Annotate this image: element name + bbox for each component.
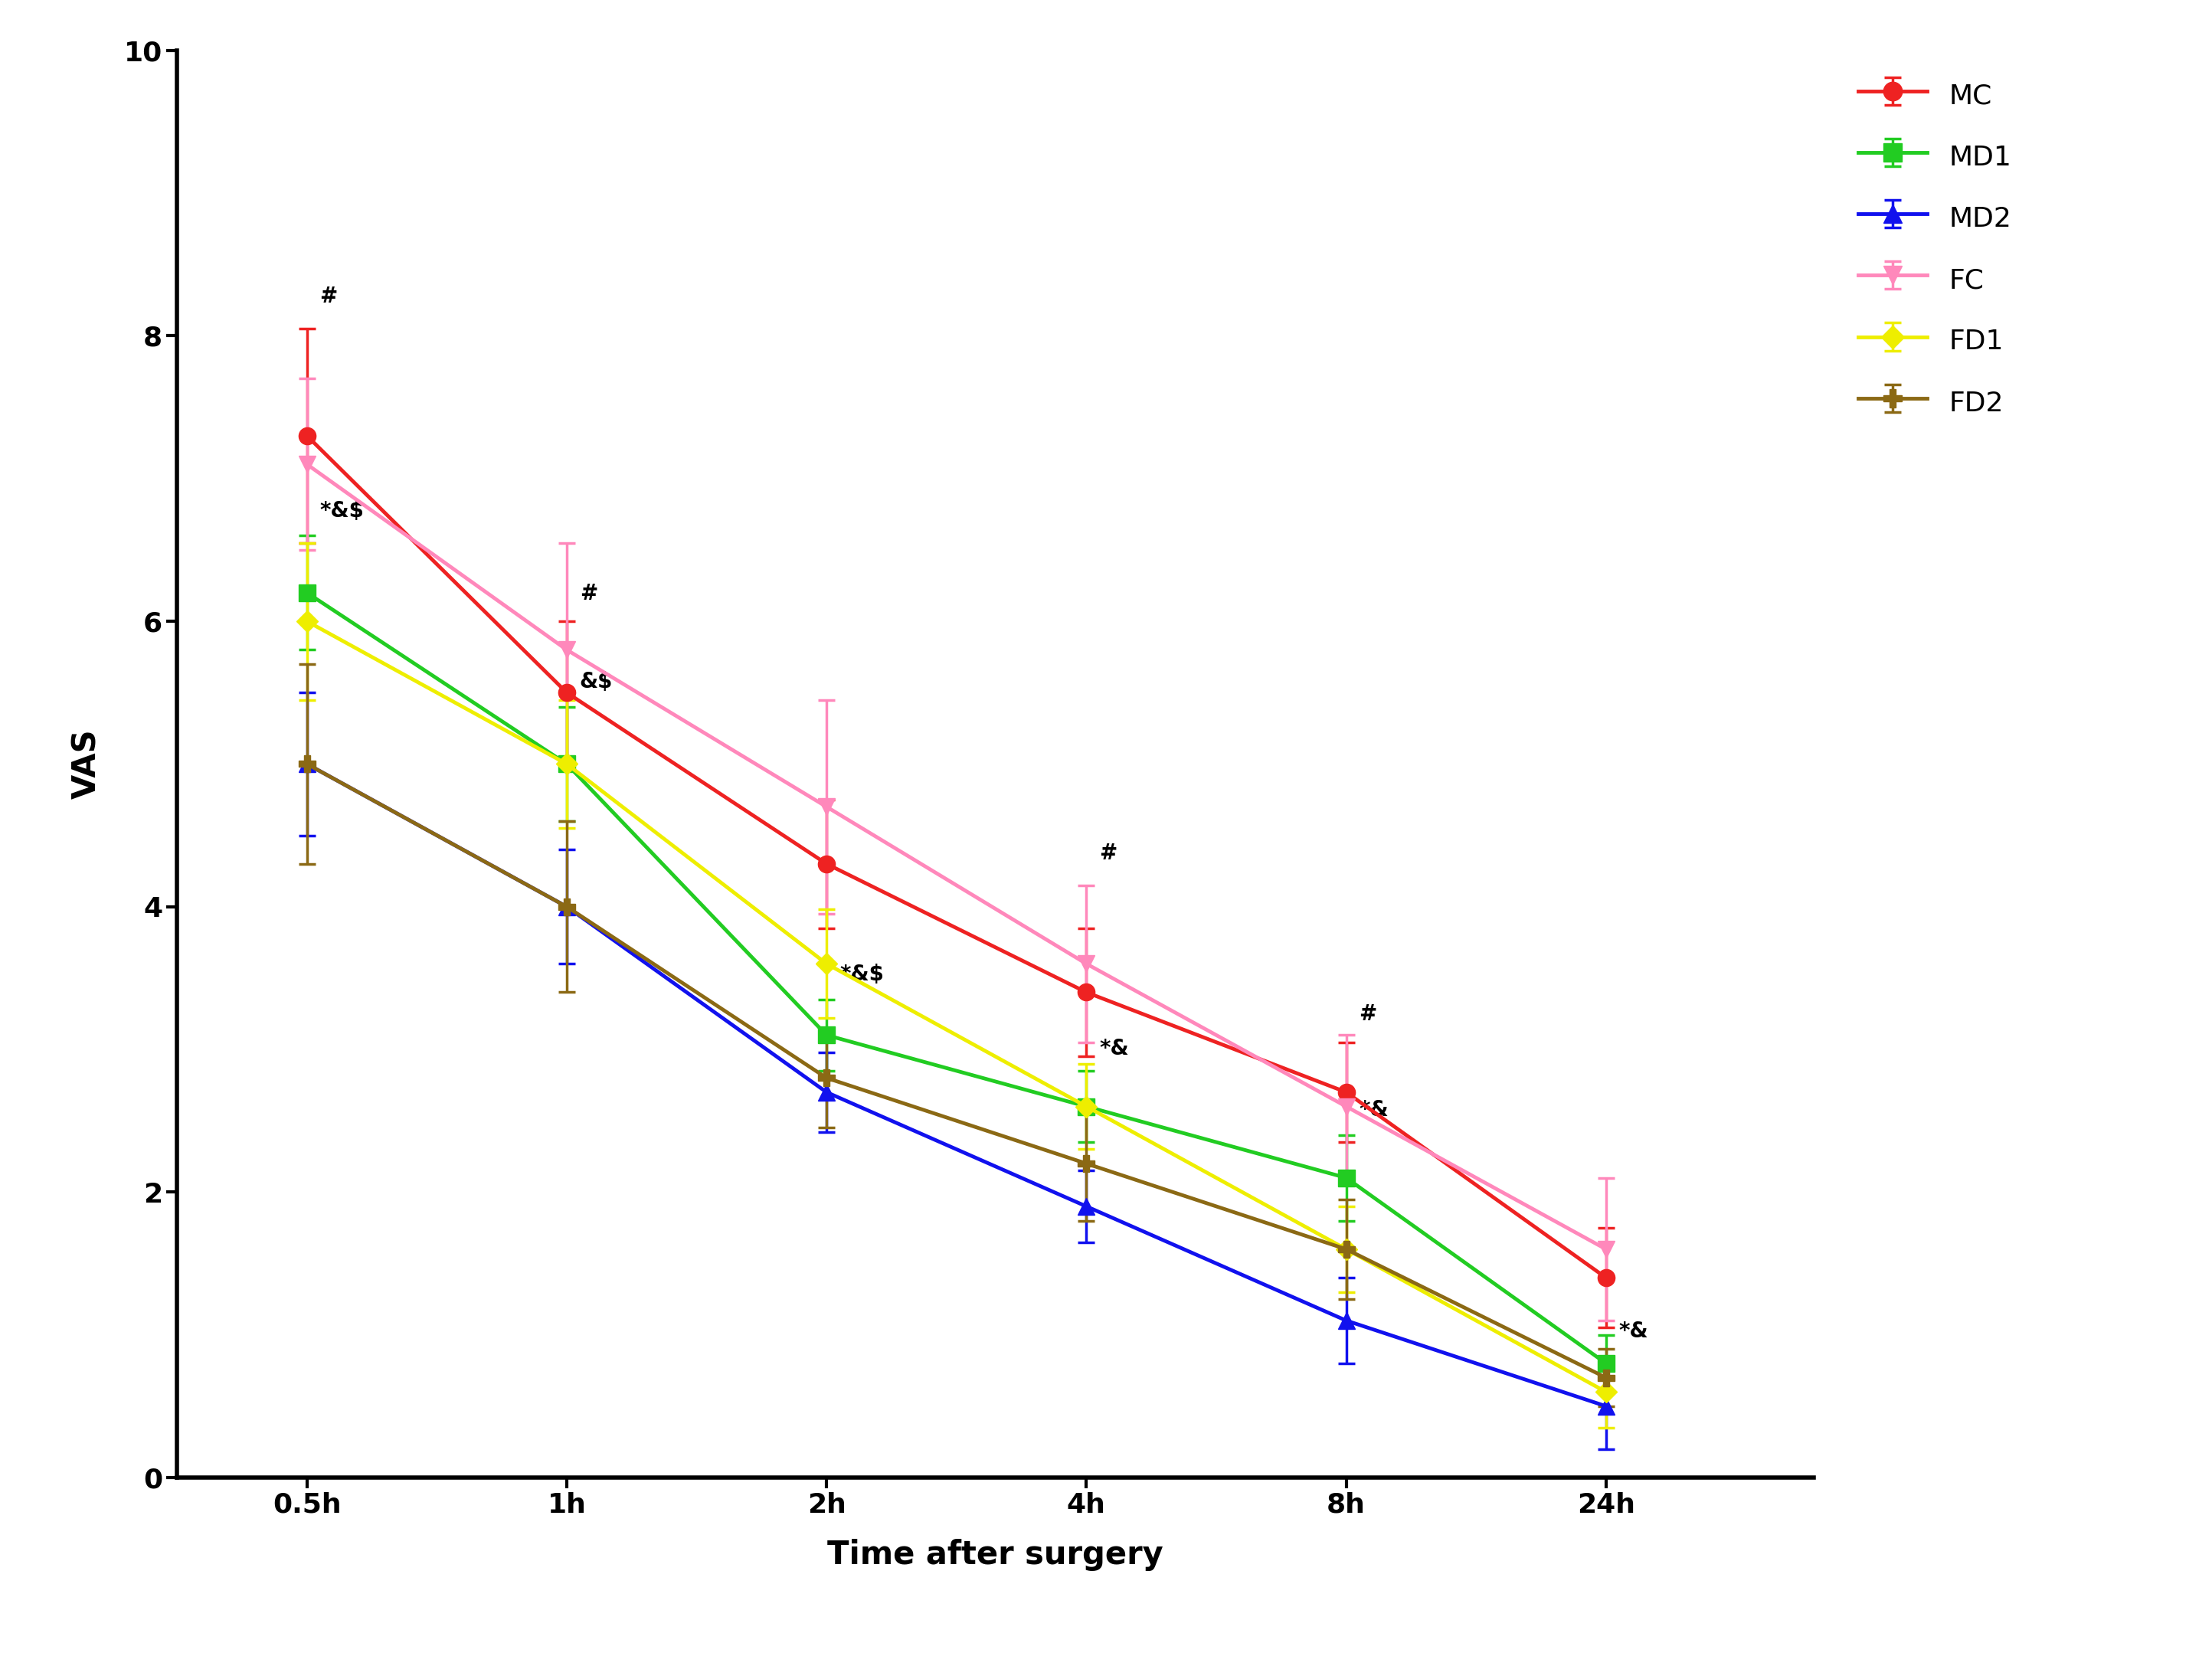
Text: *&$: *&$ xyxy=(321,500,365,520)
Text: #: # xyxy=(580,583,597,604)
Text: #: # xyxy=(321,285,338,307)
Text: *&: *& xyxy=(1358,1100,1389,1122)
Text: #: # xyxy=(1099,843,1117,863)
Text: *&: *& xyxy=(1099,1038,1128,1059)
Text: *&: *& xyxy=(1619,1320,1648,1342)
X-axis label: Time after surgery: Time after surgery xyxy=(827,1540,1164,1572)
Text: #: # xyxy=(1358,1004,1376,1026)
Legend: MC, MD1, MD2, FC, FD1, FD2: MC, MD1, MD2, FC, FD1, FD2 xyxy=(1845,64,2026,433)
Y-axis label: VAS: VAS xyxy=(71,729,102,799)
Text: *&$: *&$ xyxy=(841,964,885,986)
Text: &$: &$ xyxy=(580,672,613,693)
